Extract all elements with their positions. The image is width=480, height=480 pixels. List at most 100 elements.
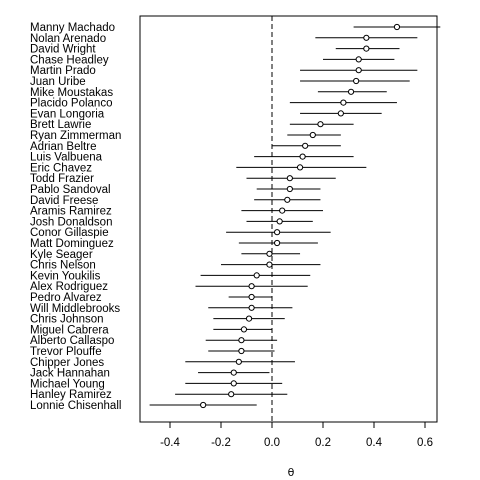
estimate-point <box>248 283 255 290</box>
player-row: Trevor Plouffe <box>30 346 275 358</box>
estimate-point <box>228 391 235 398</box>
estimate-point <box>296 164 304 171</box>
player-label: Chris Nelson <box>30 260 96 272</box>
player-label: Matt Dominguez <box>30 238 114 250</box>
player-row: Pedro Alvarez <box>30 292 272 304</box>
player-row: Chris Johnson <box>30 314 285 326</box>
player-row: David Freese <box>30 195 321 207</box>
player-row: Chase Headley <box>30 54 395 66</box>
player-label: Aramis Ramirez <box>30 206 112 218</box>
player-label: Hanley Ramirez <box>30 389 112 401</box>
player-row: Eric Chavez <box>30 162 367 174</box>
player-row: Adrian Beltre <box>30 141 341 153</box>
estimate-point <box>235 358 242 365</box>
estimate-point <box>266 261 273 268</box>
estimate-point <box>248 293 255 301</box>
player-row: Mike Moustakas <box>30 87 387 99</box>
estimate-point <box>248 304 255 311</box>
player-row: Alberto Callaspo <box>30 335 278 347</box>
estimate-point <box>363 45 370 52</box>
estimate-point <box>276 218 283 225</box>
player-label: Lonnie Chisenhall <box>30 400 121 412</box>
estimate-point <box>274 239 281 247</box>
player-row: Miguel Cabrera <box>30 324 272 336</box>
estimate-point <box>253 272 260 279</box>
player-row: Matt Dominguez <box>30 238 318 250</box>
player-row: Kevin Youkilis <box>30 270 311 282</box>
estimate-point <box>279 207 286 214</box>
estimate-point <box>309 131 316 139</box>
player-row: Michael Young <box>30 378 283 390</box>
player-label: Miguel Cabrera <box>30 324 109 336</box>
estimate-point <box>347 88 355 95</box>
estimate-point <box>337 110 344 117</box>
x-tick-label: 0.6 <box>417 437 433 449</box>
player-row: Chipper Jones <box>30 357 295 369</box>
player-label: Will Middlebrooks <box>30 303 120 315</box>
player-label: Pedro Alvarez <box>30 292 102 304</box>
player-label: Eric Chavez <box>30 162 92 174</box>
estimate-point <box>200 401 207 409</box>
player-label: Pablo Sandoval <box>30 184 111 196</box>
player-row: Alex Rodriguez <box>30 281 308 293</box>
player-label: Luis Valbuena <box>30 152 103 164</box>
player-label: Jack Hannahan <box>30 368 110 380</box>
estimate-point <box>266 250 273 257</box>
player-row: Lonnie Chisenhall <box>30 400 257 412</box>
player-row: Hanley Ramirez <box>30 389 288 401</box>
player-row: Chris Nelson <box>30 260 321 272</box>
player-row: Evan Longoria <box>30 108 382 120</box>
player-label: Chipper Jones <box>30 357 104 369</box>
player-label: Evan Longoria <box>30 108 105 120</box>
player-row: Brett Lawrie <box>30 119 354 131</box>
player-label: Adrian Beltre <box>30 141 96 153</box>
estimate-point <box>393 23 401 31</box>
player-label: Todd Frazier <box>30 173 94 185</box>
player-row: Pablo Sandoval <box>30 184 321 196</box>
x-tick-label: 0.0 <box>264 437 280 449</box>
estimate-point <box>353 77 360 85</box>
estimate-point <box>240 326 248 333</box>
player-row: Todd Frazier <box>30 173 336 185</box>
x-axis: -0.4 -0.2 0.0 0.2 0.4 0.6 <box>160 422 433 449</box>
x-tick-label: -0.2 <box>211 437 231 449</box>
estimate-point <box>286 175 293 182</box>
x-tick-label: 0.4 <box>366 437 383 449</box>
player-label: Chase Headley <box>30 54 109 66</box>
player-label: Juan Uribe <box>30 76 86 88</box>
player-label: Kyle Seager <box>30 249 93 261</box>
player-row: Juan Uribe <box>30 76 410 88</box>
estimate-point <box>286 185 293 193</box>
estimate-point <box>340 99 347 106</box>
estimate-point <box>274 229 281 236</box>
player-label: Michael Young <box>30 378 105 390</box>
player-label: Manny Machado <box>30 22 115 34</box>
estimate-point <box>284 196 291 203</box>
player-label: Alberto Callaspo <box>30 335 114 347</box>
player-row: Martin Prado <box>30 65 418 77</box>
player-label: Josh Donaldson <box>30 216 112 228</box>
player-row: Aramis Ramirez <box>30 206 323 218</box>
player-row: David Wright <box>30 44 400 56</box>
player-label: Conor Gillaspie <box>30 227 109 239</box>
player-row: Placido Polanco <box>30 98 397 110</box>
estimate-point <box>355 67 362 74</box>
player-label: Ryan Zimmerman <box>30 130 121 142</box>
player-label: Brett Lawrie <box>30 119 91 131</box>
player-label: Chris Johnson <box>30 314 104 326</box>
estimate-point <box>230 380 237 387</box>
player-label: Alex Rodriguez <box>30 281 108 293</box>
estimate-point <box>363 34 370 41</box>
estimate-point <box>299 153 306 160</box>
player-label: Martin Prado <box>30 65 96 77</box>
x-axis-label: θ <box>288 466 295 479</box>
estimate-point <box>245 315 253 322</box>
player-label: David Freese <box>30 195 98 207</box>
player-row: Jack Hannahan <box>30 368 270 380</box>
estimate-point <box>238 337 245 344</box>
player-row: Josh Donaldson <box>30 216 313 228</box>
player-label: Nolan Arenado <box>30 33 106 45</box>
estimate-point <box>355 56 362 63</box>
